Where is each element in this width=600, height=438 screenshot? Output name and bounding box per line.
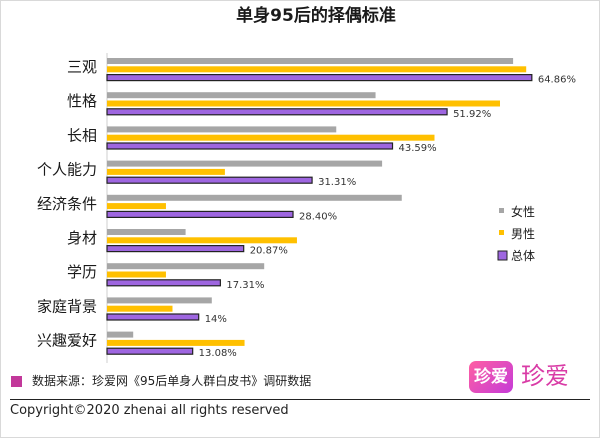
data-label-8: 13.08%: [199, 348, 237, 359]
bar-女性-5: [107, 229, 186, 235]
bar-女性-6: [107, 263, 265, 270]
category-label-1: 性格: [67, 92, 97, 110]
bar-女性-4: [107, 194, 402, 201]
category-label-6: 学历: [67, 263, 97, 281]
category-label-2: 长相: [67, 126, 97, 144]
bar-总体-0: [106, 73, 533, 82]
bar-男性-3: [107, 168, 225, 175]
data-label-5: 20.87%: [250, 246, 288, 257]
data-label-1: 51.92%: [453, 109, 491, 120]
bar-男性-1: [107, 100, 500, 107]
data-label-2: 43.59%: [399, 143, 437, 154]
legend-overall-label: 总体: [511, 249, 535, 263]
source-marker: [11, 376, 22, 387]
bar-男性-7: [107, 305, 173, 312]
bar-总体-3: [106, 176, 313, 184]
bar-总体-1: [106, 108, 448, 116]
category-label-8: 兴趣爱好: [37, 332, 97, 350]
bar-男性-4: [107, 203, 166, 210]
legend-overall-swatch: [497, 250, 508, 261]
legend-female-swatch: [499, 208, 504, 213]
bar-总体-2: [106, 142, 394, 150]
bar-男性-2: [107, 134, 435, 141]
category-label-7: 家庭背景: [37, 297, 97, 315]
bar-女性-3: [107, 160, 383, 167]
source-note: 数据来源：珍爱网《95后单身人群白皮书》调研数据: [32, 374, 312, 388]
legend-male-label: 男性: [511, 227, 535, 241]
bar-女性-7: [107, 297, 212, 304]
data-label-0: 64.86%: [538, 75, 576, 86]
category-label-0: 三观: [67, 58, 97, 76]
bar-总体-6: [106, 279, 221, 287]
bar-女性-0: [107, 58, 514, 64]
zhenai-logo-text: 珍爱: [521, 362, 569, 390]
data-label-3: 31.31%: [318, 177, 356, 188]
bar-总体-4: [106, 210, 294, 218]
category-label-4: 经济条件: [37, 195, 97, 213]
legend-male-swatch: [499, 230, 504, 235]
bar-男性-6: [107, 271, 166, 278]
bar-女性-2: [107, 126, 337, 133]
category-label-5: 身材: [67, 229, 97, 247]
copyright-text: Copyright©2020 zhenai all rights reserve…: [10, 403, 289, 418]
bar-女性-8: [107, 331, 134, 338]
zhenai-logo-icon: 珍爱: [469, 361, 513, 393]
data-label-6: 17.31%: [226, 280, 264, 291]
bar-女性-1: [107, 92, 376, 99]
legend-female-label: 女性: [511, 204, 535, 219]
bar-男性-0: [107, 66, 527, 73]
footer-divider: [10, 399, 590, 400]
bar-男性-8: [107, 339, 245, 346]
bar-总体-7: [106, 313, 200, 321]
bar-总体-5: [106, 245, 245, 253]
bars-layer: [106, 58, 533, 355]
labels-layer: 三观 64.86% 性格 51.92% 长相 43.59% 个人能力 31.31% 经济条件 28…: [37, 58, 576, 359]
chart-title: 单身95后的择偶标准: [236, 5, 396, 26]
bar-男性-5: [107, 237, 297, 244]
category-label-3: 个人能力: [37, 161, 97, 179]
data-label-7: 14%: [205, 314, 227, 325]
bar-总体-8: [106, 347, 194, 355]
data-label-4: 28.40%: [299, 211, 337, 222]
